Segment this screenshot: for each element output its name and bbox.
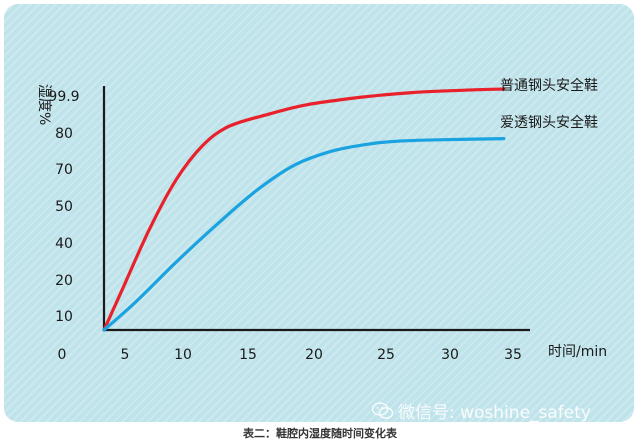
x-tick-label: 5 [121,347,130,363]
x-tick-label: 20 [305,347,323,363]
y-tick-label: 70 [55,162,73,178]
wechat-icon [372,401,394,419]
figure-caption: 表二：鞋腔内湿度随时间变化表 [243,427,397,440]
x-tick-label: 35 [504,347,522,363]
y-axis-label: 湿度% [36,84,52,125]
series-line-1 [102,87,506,332]
y-tick-label: 40 [55,236,73,252]
chart-panel [4,4,634,422]
x-tick-label: 15 [239,347,257,363]
y-tick-label: 20 [55,273,73,289]
y-tick-label: 10 [55,309,73,325]
x-origin-label: 0 [58,347,67,363]
y-tick-label: 80 [55,126,73,142]
x-tick-label: 30 [441,347,459,363]
legend-label-2: 爱透钢头安全鞋 [500,114,598,131]
x-tick-label: 10 [174,347,192,363]
y-tick-label: 99.9 [48,89,79,105]
watermark-text: 微信号: woshine_safety [398,403,591,423]
x-tick-label: 25 [377,347,395,363]
series-line-2 [102,137,506,332]
legend-label-1: 普通钢头安全鞋 [500,77,598,94]
watermark: 微信号: woshine_safety [372,398,591,423]
y-tick-label: 50 [55,199,73,215]
x-axis-label: 时间/min [548,344,607,360]
